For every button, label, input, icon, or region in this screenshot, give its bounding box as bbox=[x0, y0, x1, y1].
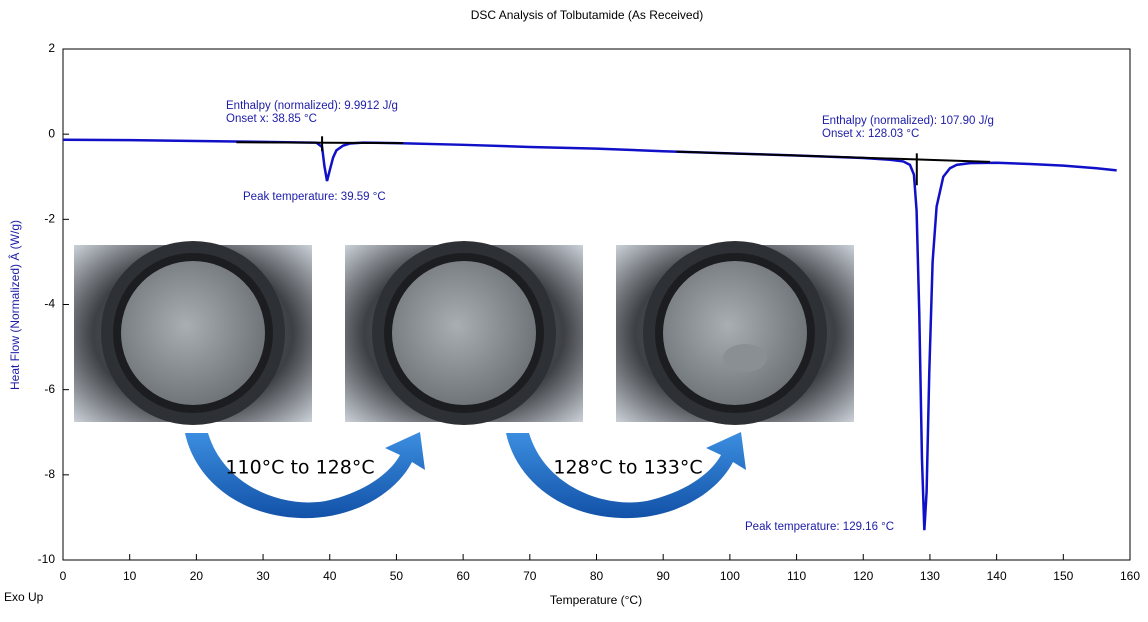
baseline bbox=[676, 150, 990, 163]
x-tick-label: 70 bbox=[523, 569, 537, 583]
photo bbox=[345, 241, 583, 425]
x-axis-label: Temperature (°C) bbox=[550, 593, 642, 607]
photo bbox=[616, 241, 854, 425]
x-tick-label: 140 bbox=[987, 569, 1007, 583]
y-tick-label: 0 bbox=[48, 126, 55, 140]
x-tick-label: 150 bbox=[1053, 569, 1073, 583]
x-tick-label: 0 bbox=[60, 569, 67, 583]
y-tick-label: -8 bbox=[44, 467, 55, 481]
arrow-caption: 110°C to 128°C bbox=[225, 457, 374, 479]
y-tick-label: 2 bbox=[48, 41, 55, 55]
annotation: Peak temperature: 129.16 °C bbox=[745, 521, 894, 533]
chart-title: DSC Analysis of Tolbutamide (As Received… bbox=[471, 8, 704, 22]
x-tick-label: 110 bbox=[787, 569, 806, 583]
y-axis-label: Heat Flow (Normalized) Â (W/g) bbox=[7, 220, 22, 390]
annotation: Enthalpy (normalized): 9.9912 J/g bbox=[226, 100, 398, 112]
arrow bbox=[185, 432, 425, 519]
photos bbox=[74, 241, 854, 425]
x-tick-label: 40 bbox=[323, 569, 337, 583]
annotation: Enthalpy (normalized): 107.90 J/g bbox=[822, 115, 994, 127]
x-tick-label: 160 bbox=[1120, 569, 1140, 583]
arrows: 110°C to 128°C 128°C to 133°C bbox=[185, 432, 746, 519]
x-tick-label: 30 bbox=[256, 569, 270, 583]
x-tick-label: 90 bbox=[657, 569, 671, 583]
arrow-caption: 128°C to 133°C bbox=[553, 457, 702, 479]
y-tick-label: -6 bbox=[44, 382, 55, 396]
y-tick-label: -2 bbox=[44, 212, 55, 226]
x-tick-label: 120 bbox=[853, 569, 873, 583]
exo-up-note: Exo Up bbox=[4, 590, 44, 604]
arrow bbox=[506, 432, 746, 519]
x-tick-label: 80 bbox=[590, 569, 604, 583]
x-tick-label: 10 bbox=[123, 569, 137, 583]
x-tick-label: 20 bbox=[190, 569, 204, 583]
annotation: Onset x: 128.03 °C bbox=[822, 128, 919, 140]
annotation: Peak temperature: 39.59 °C bbox=[243, 191, 386, 203]
x-tick-label: 100 bbox=[720, 569, 740, 583]
x-tick-label: 60 bbox=[456, 569, 470, 583]
x-tick-label: 50 bbox=[390, 569, 404, 583]
x-tick-label: 130 bbox=[920, 569, 940, 583]
y-tick-label: -4 bbox=[44, 297, 55, 311]
baseline bbox=[236, 141, 404, 145]
photo bbox=[74, 241, 312, 425]
annotation: Onset x: 38.85 °C bbox=[226, 113, 317, 125]
y-tick-label: -10 bbox=[38, 552, 56, 566]
